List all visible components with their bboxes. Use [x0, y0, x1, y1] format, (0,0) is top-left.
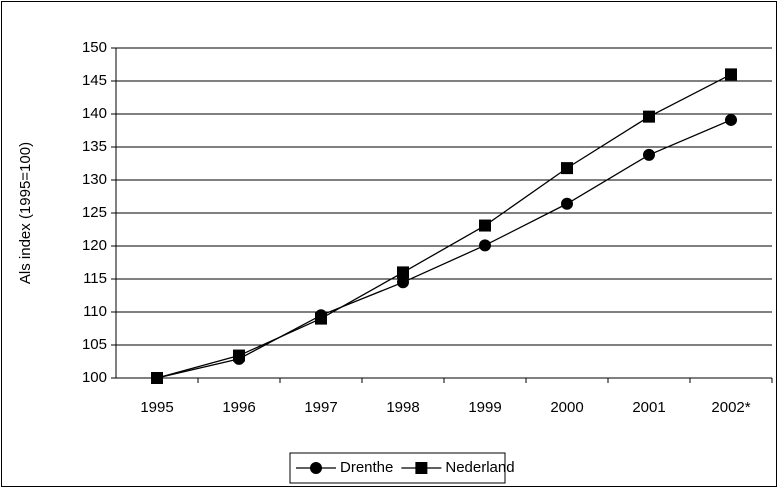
x-tick-label: 1999	[468, 399, 501, 416]
data-point	[151, 372, 163, 384]
y-tick-label: 125	[82, 204, 107, 221]
y-tick-label: 130	[82, 171, 107, 188]
y-tick-label: 120	[82, 237, 107, 254]
y-tick-label: 110	[83, 303, 107, 320]
data-point	[479, 219, 491, 232]
x-tick-label: 1998	[386, 399, 419, 416]
series-line	[156, 119, 732, 379]
legend-marker	[310, 462, 322, 474]
data-point	[233, 349, 245, 362]
legend-marker	[415, 462, 428, 474]
y-tick-label: 105	[82, 336, 107, 353]
x-tick-label: 1995	[140, 399, 173, 416]
x-tick-label: 1996	[222, 399, 255, 416]
data-point	[397, 266, 409, 279]
data-point	[725, 113, 737, 126]
y-tick-label: 115	[83, 270, 107, 287]
x-tick-label: 2001	[632, 399, 665, 416]
data-point	[561, 162, 573, 175]
data-point	[561, 197, 573, 210]
legend: Drenthe Nederland	[289, 452, 515, 484]
x-tick-label: 2000	[550, 399, 583, 416]
data-point	[725, 68, 737, 81]
data-point	[397, 276, 409, 289]
legend-label: Nederland	[445, 459, 514, 476]
legend-label: Drenthe	[340, 459, 393, 476]
x-tick-label: 2002*	[711, 399, 750, 416]
y-axis-label: Als index (1995=100)	[17, 142, 34, 284]
data-point	[479, 239, 491, 252]
series-line	[156, 73, 732, 379]
y-tick-label: 140	[82, 105, 107, 122]
x-tick-label: 1997	[304, 399, 337, 416]
data-point	[643, 148, 655, 161]
y-tick-label: 145	[82, 72, 107, 89]
y-tick-label: 150	[82, 39, 107, 56]
data-point	[315, 312, 327, 325]
y-tick-label: 100	[82, 369, 107, 386]
data-point	[643, 110, 655, 123]
y-tick-label: 135	[82, 138, 107, 155]
